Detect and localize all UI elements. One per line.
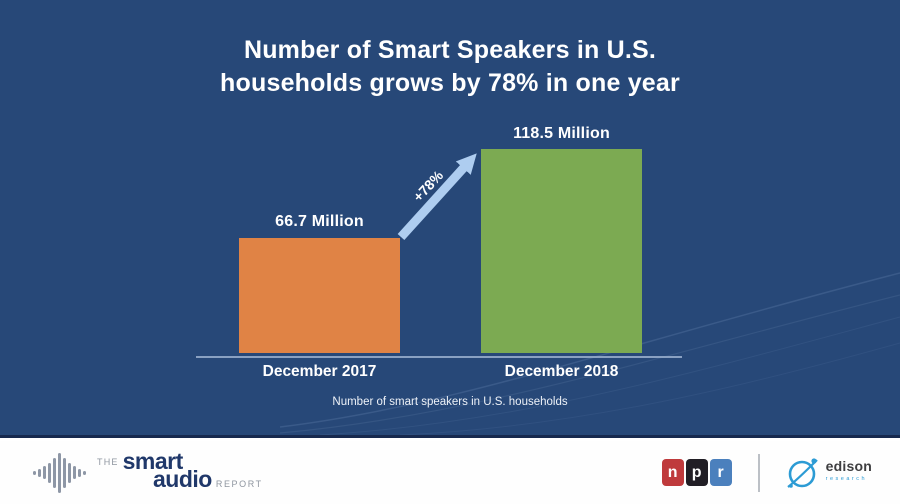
- value-label-2017: 66.7 Million: [275, 213, 364, 230]
- edison-research-label: research: [825, 475, 868, 482]
- growth-arrow-icon: [397, 153, 477, 241]
- edison-text: edison research: [825, 457, 872, 486]
- x-axis-line: [196, 356, 682, 358]
- smart-audio-report-logo: THE smart audio REPORT: [33, 449, 263, 494]
- npr-r-tile: r: [709, 459, 732, 486]
- logo-audio-label: audio: [153, 465, 212, 492]
- logo-the-label: THE: [97, 456, 119, 467]
- smart-audio-report-text: THE smart audio REPORT: [97, 449, 263, 494]
- waveform-icon: [33, 452, 88, 494]
- chart-title-line-1: Number of Smart Speakers in U.S.: [243, 36, 657, 64]
- bar-december-2017: [239, 238, 400, 353]
- npr-p-tile: p: [685, 459, 708, 486]
- category-label-2017: December 2017: [262, 363, 377, 380]
- edison-name-label: edison: [825, 457, 872, 474]
- chart-area: Number of Smart Speakers in U.S. househol…: [0, 0, 900, 438]
- chart-caption: Number of smart speakers in U.S. househo…: [332, 396, 568, 408]
- npr-logo: n p r: [661, 459, 734, 486]
- footer-partner-logos: n p r edison research: [661, 453, 872, 493]
- npr-n-tile: n: [661, 459, 684, 486]
- logo-smart-label: smart: [122, 447, 184, 474]
- value-label-2018: 118.5 Million: [513, 125, 610, 142]
- chart-title: Number of Smart Speakers in U.S. househol…: [0, 34, 900, 100]
- logo-report-label: REPORT: [215, 478, 263, 489]
- footer: THE smart audio REPORT n p r edison: [0, 441, 900, 504]
- category-label-2018: December 2018: [504, 363, 619, 380]
- footer-divider: [757, 453, 760, 492]
- bar-december-2018: [481, 149, 642, 353]
- chart-title-line-2: households grows by 78% in one year: [220, 69, 680, 97]
- edison-orbit-icon: [786, 457, 818, 488]
- edison-research-logo: edison research: [784, 453, 872, 493]
